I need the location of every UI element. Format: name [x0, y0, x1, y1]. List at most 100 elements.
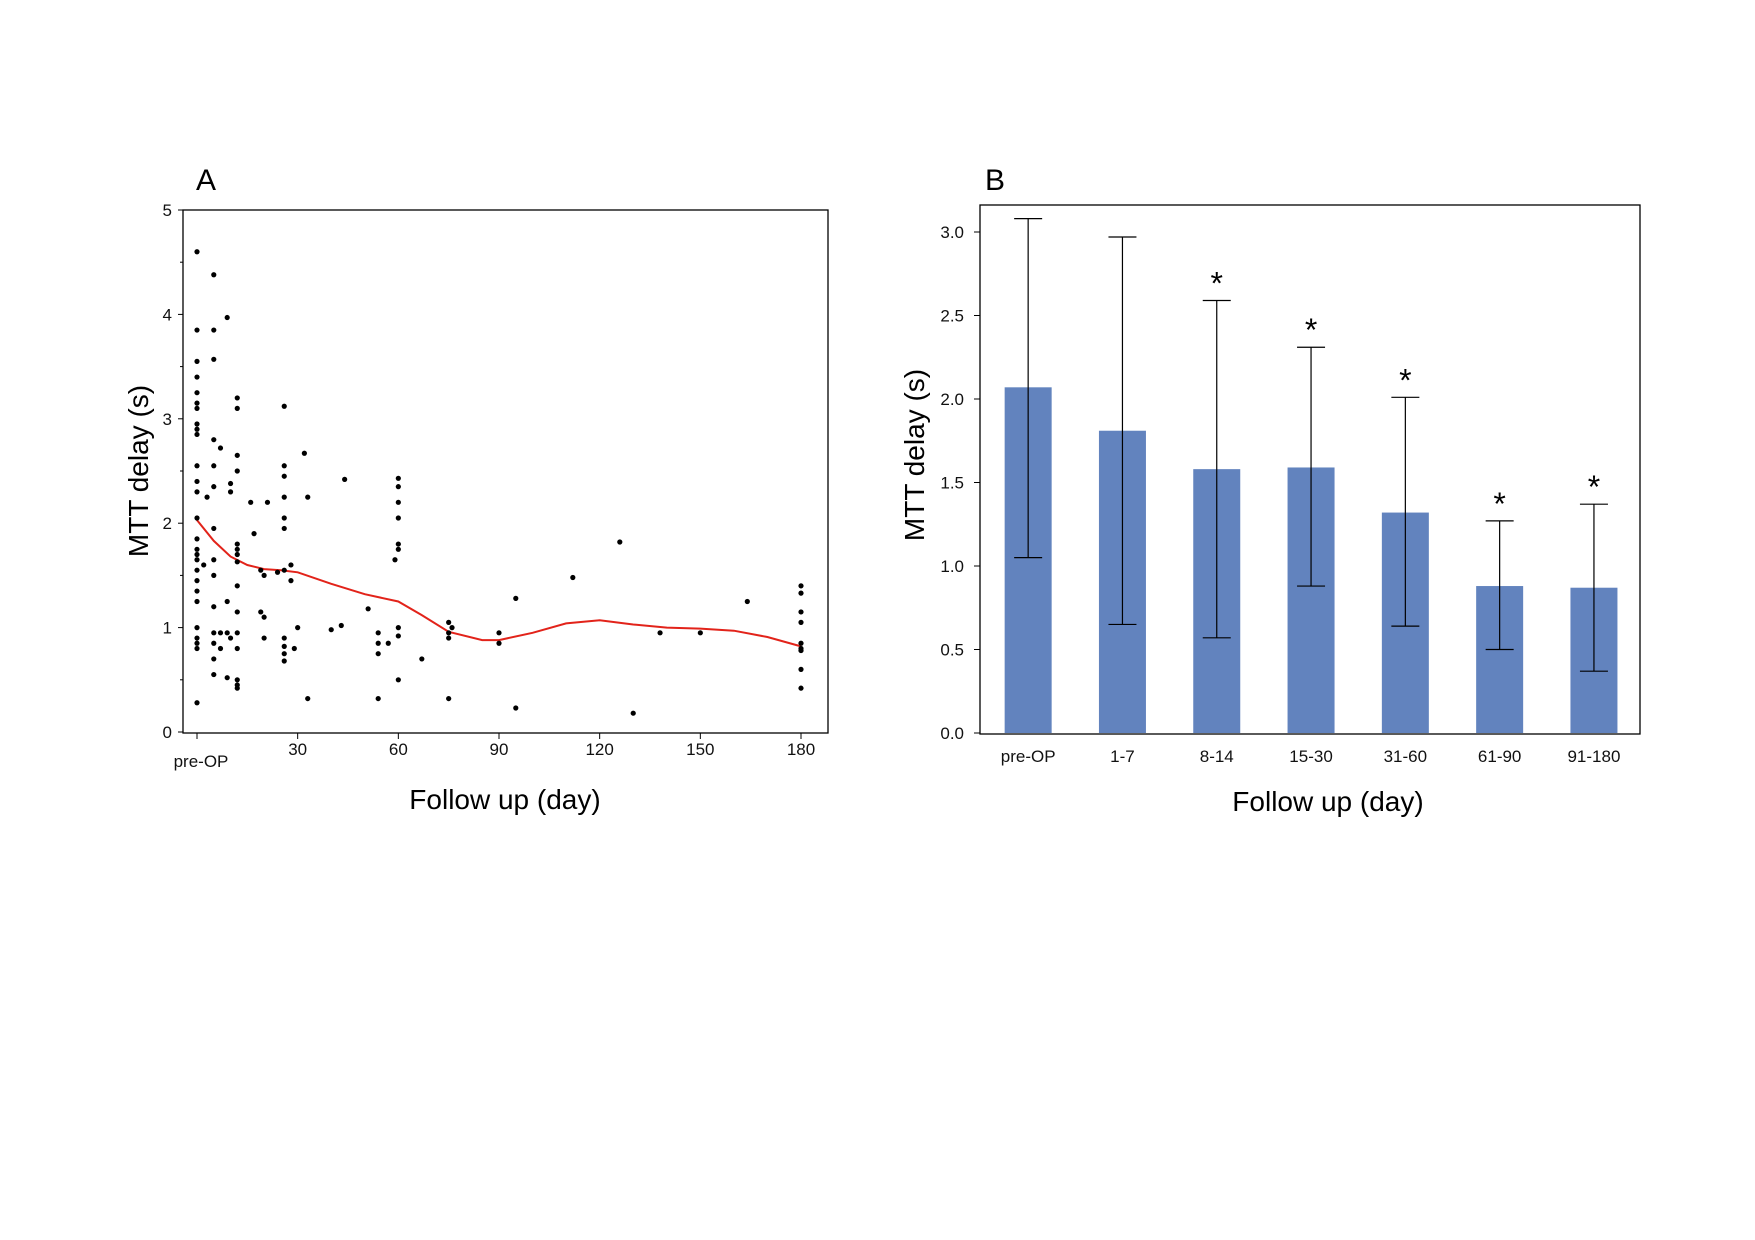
panel-b-x-tick-label: 15-30 [1289, 747, 1332, 766]
panel-a-data-point [194, 374, 200, 380]
panel-a-data-point [281, 463, 287, 469]
panel-a-data-point [281, 651, 287, 657]
panel-a-data-point [744, 598, 750, 605]
panel-a-data-point [194, 400, 200, 406]
panel-b-significance-markers: * * * * * [1211, 265, 1601, 521]
panel-a-data-point [211, 327, 217, 333]
panel-b-significance-star: * [1211, 265, 1223, 301]
panel-a-y-tick-label: 2 [163, 514, 172, 533]
panel-a-data-point [375, 651, 381, 657]
panel-a-x-tick-label: 90 [490, 740, 509, 759]
panel-a-data-point [217, 630, 224, 636]
panel-a-data-point [234, 468, 240, 474]
panel-a-data-point [338, 622, 344, 629]
panel-a-data-point [281, 525, 287, 532]
panel-b-bars [1004, 387, 1618, 733]
panel-a-data-point [224, 598, 230, 605]
panel-a-y-tick-label: 5 [163, 201, 172, 220]
panel-a-data-point [234, 405, 240, 411]
panel-a-data-point [261, 614, 267, 620]
panel-a-data-point [385, 640, 391, 646]
panel-a: A 0 1 2 3 4 5 pre-OP 30 60 90 120 150 180 MTT delay… [123, 164, 829, 815]
panel-a-data-point [798, 619, 804, 625]
panel-a-data-point [697, 630, 703, 636]
panel-a-data-point [392, 557, 398, 563]
panel-a-data-point [211, 671, 217, 678]
panel-a-x-tick-label: 30 [288, 740, 307, 759]
panel-a-data-point [234, 541, 240, 547]
panel-b-plot-frame [979, 204, 1641, 735]
panel-b-x-axis-title: Follow up (day) [1232, 786, 1423, 817]
panel-a-data-point [211, 557, 217, 563]
panel-a-data-point [194, 390, 200, 396]
panel-a-y-axis: 0 1 2 3 4 5 [163, 201, 183, 742]
panel-a-data-point [194, 635, 200, 641]
panel-a-data-point [513, 595, 519, 601]
panel-a-data-point [798, 647, 804, 654]
panel-a-data-point [224, 314, 230, 321]
panel-b-x-tick-label: 1-7 [1110, 747, 1135, 766]
panel-a-data-point [211, 572, 217, 579]
panel-b-significance-star: * [1399, 362, 1411, 398]
panel-a-data-point [281, 643, 287, 649]
panel-a-data-point [395, 633, 401, 639]
panel-a-y-tick-label: 0 [163, 723, 172, 742]
panel-a-data-point [258, 609, 264, 615]
panel-a-data-point [281, 403, 287, 409]
panel-a-data-point [281, 515, 287, 521]
panel-a-data-point [446, 635, 452, 641]
panel-a-data-point [419, 656, 425, 662]
panel-a-data-point [395, 475, 401, 481]
panel-a-data-point [798, 666, 804, 672]
panel-a-data-point [194, 358, 200, 364]
panel-a-data-point [234, 685, 240, 691]
panel-a-y-tick-label: 3 [163, 410, 172, 429]
panel-a-data-point [291, 645, 297, 652]
panel-a-data-point [194, 625, 200, 631]
panel-b: B 0.0 0.5 1.0 1.5 2.0 2.5 3.0 * * * * * pre-OP 1-7 8… [899, 164, 1641, 817]
panel-a-data-point [446, 695, 452, 702]
panel-a-data-point [630, 710, 636, 716]
panel-a-data-point [274, 569, 281, 575]
panel-b-error-bars [1014, 218, 1608, 672]
panel-a-data-point [194, 431, 200, 438]
panel-a-scatter-points [194, 249, 804, 716]
panel-a-data-point [395, 499, 401, 505]
panel-a-x-axis-title: Follow up (day) [409, 784, 600, 815]
panel-a-data-point [449, 625, 455, 631]
panel-a-data-point [395, 546, 401, 552]
panel-a-data-point [204, 494, 210, 500]
panel-b-label: B [985, 164, 1005, 197]
panel-a-data-point [194, 249, 200, 255]
panel-b-y-tick-label: 0.5 [940, 641, 964, 660]
panel-a-data-point [234, 583, 240, 589]
panel-a-data-point [224, 630, 230, 636]
panel-a-data-point [234, 645, 240, 652]
panel-a-y-axis-title: MTT delay (s) [123, 385, 154, 557]
panel-a-data-point [227, 635, 234, 641]
panel-b-y-tick-label: 2.0 [940, 390, 964, 409]
panel-a-data-point [194, 700, 200, 706]
panel-a-data-point [211, 640, 217, 646]
panel-a-x-tick-label: 120 [585, 740, 613, 759]
panel-a-y-tick-label: 1 [163, 619, 172, 638]
panel-a-data-point [342, 476, 348, 482]
panel-a-data-point [301, 450, 307, 456]
panel-a-y-tick-label: 4 [163, 305, 172, 324]
panel-a-data-point [570, 574, 576, 581]
panel-a-data-point [288, 562, 294, 568]
panel-a-data-point [194, 557, 200, 563]
panel-a-data-point [194, 426, 200, 432]
panel-a-data-point [217, 445, 224, 451]
panel-a-data-point [194, 478, 200, 485]
panel-a-data-point [211, 437, 217, 443]
panel-a-data-point [194, 489, 200, 495]
panel-a-data-point [234, 395, 240, 401]
panel-a-data-point [375, 630, 381, 636]
panel-a-data-point [194, 567, 200, 573]
panel-a-data-point [211, 484, 217, 490]
panel-a-data-point [234, 677, 240, 683]
panel-a-data-point [227, 489, 234, 495]
panel-a-data-point [395, 541, 401, 547]
